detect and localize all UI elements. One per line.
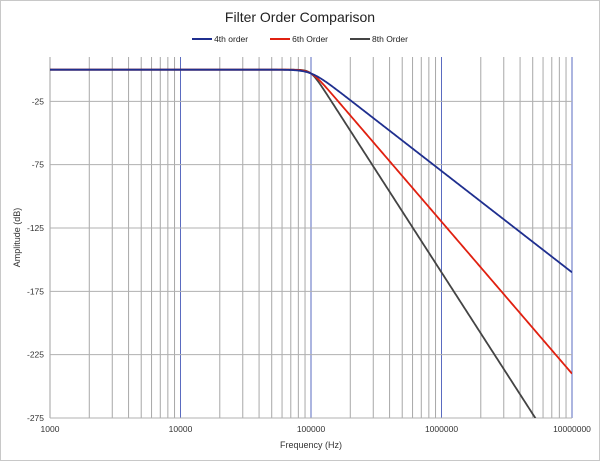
x-tick-label: 100000 bbox=[297, 424, 326, 434]
legend-item-6th-order: 6th Order bbox=[270, 34, 328, 44]
x-axis-label: Frequency (Hz) bbox=[280, 440, 342, 450]
grid bbox=[49, 57, 573, 419]
legend-label-6th: 6th Order bbox=[292, 34, 329, 44]
y-tick-label: -175 bbox=[27, 286, 44, 296]
y-tick-label: -225 bbox=[27, 350, 44, 360]
legend-label-4th: 4th order bbox=[214, 34, 249, 44]
x-tick-label: 10000000 bbox=[553, 424, 591, 434]
y-tick-label: -125 bbox=[27, 223, 44, 233]
legend-label-8th: 8th Order bbox=[372, 34, 408, 44]
legend-swatch-6th bbox=[270, 38, 291, 40]
y-tick-label: -275 bbox=[27, 413, 44, 423]
chart-title: Filter Order Comparison bbox=[224, 9, 376, 25]
legend-item-8th-order: 8th Order bbox=[350, 34, 408, 44]
legend-swatch-4th bbox=[192, 38, 213, 40]
series-line-4th-order bbox=[50, 68, 572, 274]
y-tick-label: -25 bbox=[32, 96, 45, 106]
legend-item-4th-order: 4th order bbox=[192, 34, 248, 44]
x-tick-label: 1000000 bbox=[425, 424, 458, 434]
x-tick-label: 1000 bbox=[41, 424, 60, 434]
legend-swatch-8th bbox=[350, 38, 371, 40]
x-tick-label: 10000 bbox=[169, 424, 193, 434]
y-axis-label: Amplitude (dB) bbox=[12, 208, 22, 268]
y-tick-label: -75 bbox=[32, 160, 45, 170]
legend: 4th order 6th Order 8th Order bbox=[1, 34, 599, 44]
